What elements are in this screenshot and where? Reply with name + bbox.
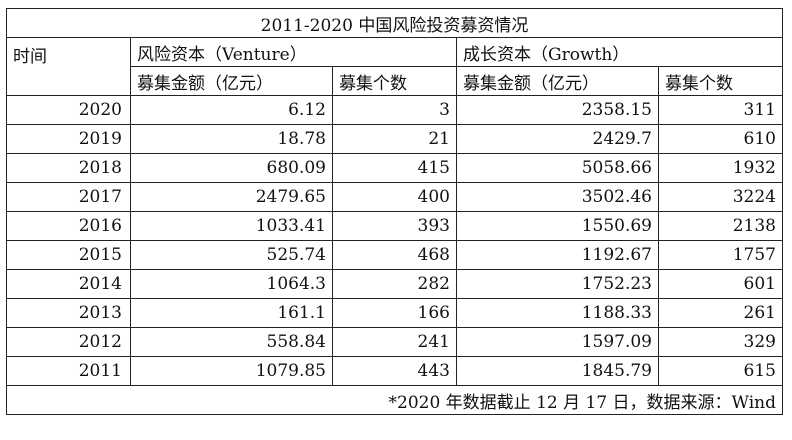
year-cell: 2011: [6, 356, 131, 386]
venture-capital-header: 风险资本（Venture）: [130, 37, 457, 67]
vc-amount-header: 募集金额（亿元）: [130, 66, 333, 96]
group-header-row: 时间 风险资本（Venture） 成长资本（Growth）: [6, 37, 783, 96]
gc-count-header: 募集个数: [658, 66, 783, 96]
gc-count-cell: 3224: [658, 182, 783, 212]
year-cell: 2013: [6, 298, 131, 328]
table-row: 2015 525.74 468 1192.67 1757: [6, 240, 783, 270]
vc-count-cell: 443: [332, 356, 457, 386]
vc-count-cell: 3: [332, 95, 457, 125]
gc-count-cell: 311: [658, 95, 783, 125]
vc-count-cell: 393: [332, 211, 457, 241]
vc-amount-cell: 18.78: [130, 124, 333, 154]
growth-capital-header: 成长资本（Growth）: [456, 37, 783, 67]
venture-capital-table: 2011-2020 中国风险投资募资情况 时间 风险资本（Venture） 成长…: [6, 8, 783, 415]
table-row: 2017 2479.65 400 3502.46 3224: [6, 182, 783, 212]
vc-amount-cell: 525.74: [130, 240, 333, 270]
gc-amount-cell: 2429.7: [456, 124, 659, 154]
table-row: 2011 1079.85 443 1845.79 615: [6, 356, 783, 386]
gc-count-cell: 1757: [658, 240, 783, 270]
year-cell: 2020: [6, 95, 131, 125]
vc-amount-cell: 558.84: [130, 327, 333, 357]
vc-amount-cell: 161.1: [130, 298, 333, 328]
gc-amount-cell: 1550.69: [456, 211, 659, 241]
year-cell: 2014: [6, 269, 131, 299]
gc-amount-cell: 1188.33: [456, 298, 659, 328]
vc-amount-cell: 680.09: [130, 153, 333, 183]
gc-amount-cell: 1752.23: [456, 269, 659, 299]
gc-amount-cell: 5058.66: [456, 153, 659, 183]
gc-amount-header: 募集金额（亿元）: [456, 66, 659, 96]
vc-count-cell: 415: [332, 153, 457, 183]
gc-count-cell: 615: [658, 356, 783, 386]
gc-count-cell: 261: [658, 298, 783, 328]
title-row: 2011-2020 中国风险投资募资情况: [6, 8, 783, 38]
time-header: 时间: [6, 37, 131, 96]
footnote-row: *2020 年数据截止 12 月 17 日，数据来源：Wind: [6, 385, 783, 415]
vc-count-cell: 166: [332, 298, 457, 328]
vc-count-header: 募集个数: [332, 66, 457, 96]
vc-count-cell: 400: [332, 182, 457, 212]
vc-count-cell: 282: [332, 269, 457, 299]
gc-amount-cell: 1192.67: [456, 240, 659, 270]
gc-amount-cell: 2358.15: [456, 95, 659, 125]
sub-header-row: 募集金额（亿元） 募集个数 募集金额（亿元） 募集个数: [7, 66, 783, 96]
year-cell: 2016: [6, 211, 131, 241]
vc-amount-cell: 1079.85: [130, 356, 333, 386]
table-row: 2018 680.09 415 5058.66 1932: [6, 153, 783, 183]
gc-amount-cell: 1597.09: [456, 327, 659, 357]
year-cell: 2017: [6, 182, 131, 212]
vc-count-cell: 241: [332, 327, 457, 357]
vc-amount-cell: 6.12: [130, 95, 333, 125]
table-row: 2012 558.84 241 1597.09 329: [6, 327, 783, 357]
table-row: 2016 1033.41 393 1550.69 2138: [6, 211, 783, 241]
vc-amount-cell: 1064.3: [130, 269, 333, 299]
year-cell: 2019: [6, 124, 131, 154]
gc-count-cell: 329: [658, 327, 783, 357]
table-title: 2011-2020 中国风险投资募资情况: [6, 8, 783, 38]
table-row: 2019 18.78 21 2429.7 610: [6, 124, 783, 154]
table-row: 2020 6.12 3 2358.15 311: [6, 95, 783, 125]
table-row: 2014 1064.3 282 1752.23 601: [6, 269, 783, 299]
footnote: *2020 年数据截止 12 月 17 日，数据来源：Wind: [6, 385, 783, 415]
gc-count-cell: 610: [658, 124, 783, 154]
gc-amount-cell: 3502.46: [456, 182, 659, 212]
vc-count-cell: 21: [332, 124, 457, 154]
gc-count-cell: 1932: [658, 153, 783, 183]
gc-count-cell: 601: [658, 269, 783, 299]
year-cell: 2012: [6, 327, 131, 357]
table-row: 2013 161.1 166 1188.33 261: [6, 298, 783, 328]
vc-count-cell: 468: [332, 240, 457, 270]
year-cell: 2015: [6, 240, 131, 270]
vc-amount-cell: 1033.41: [130, 211, 333, 241]
gc-count-cell: 2138: [658, 211, 783, 241]
gc-amount-cell: 1845.79: [456, 356, 659, 386]
vc-amount-cell: 2479.65: [130, 182, 333, 212]
year-cell: 2018: [6, 153, 131, 183]
